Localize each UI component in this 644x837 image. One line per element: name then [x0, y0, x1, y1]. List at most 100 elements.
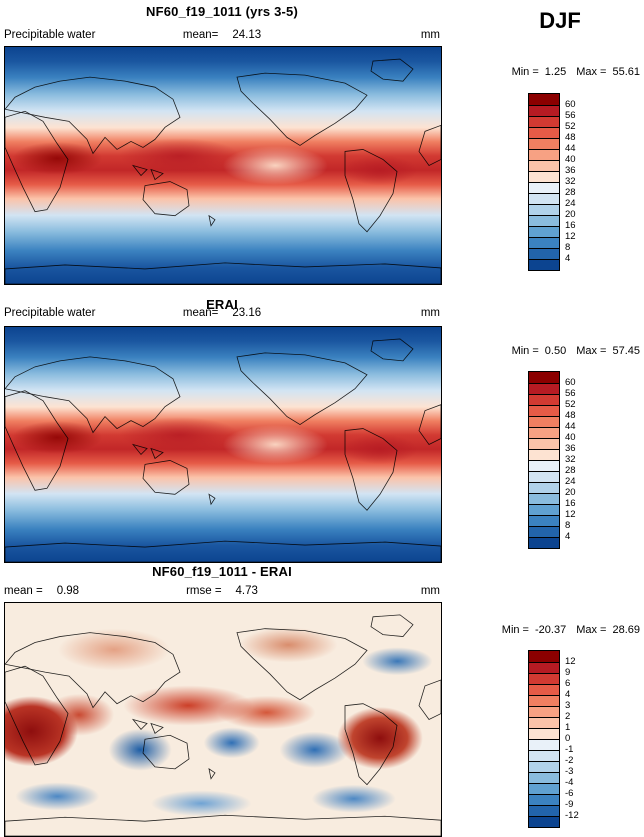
min-label: Min = — [501, 624, 529, 636]
colorbar-segment — [529, 783, 559, 794]
colorbar-segment — [529, 515, 559, 526]
colorbar-tick-label: 9 — [565, 667, 571, 678]
map-precipitable-water-model — [4, 46, 442, 285]
min-label: Min = — [511, 345, 539, 357]
panel1-mean: mean= 24.13 — [4, 29, 440, 41]
colorbar-tick-label: 32 — [565, 176, 576, 187]
mean-value: 0.98 — [56, 585, 80, 597]
colorbar-tick-label: 36 — [565, 165, 576, 176]
colorbar-segment — [529, 116, 559, 127]
colorbar-segment — [529, 460, 559, 471]
colorbar-tick-label: -3 — [565, 766, 574, 777]
colorbar-panel1: 60 56 52 48 44 40 36 32 28 24 20 16 12 8 4 — [528, 93, 608, 271]
colorbar-segment — [529, 259, 559, 270]
colorbar-segment — [529, 372, 559, 383]
colorbar-tick-label: -1 — [565, 744, 574, 755]
colorbar-tick-label: 16 — [565, 498, 576, 509]
colorbar-segment — [529, 160, 559, 171]
colorbar-tick-label: 2 — [565, 711, 571, 722]
colorbar-tick-label: -4 — [565, 777, 574, 788]
colorbar-segment — [529, 193, 559, 204]
panel3-stats: Min = -20.37 Max = 28.69 — [455, 624, 640, 636]
colorbar-tick-label: 28 — [565, 187, 576, 198]
panel1-stats: Min = 1.25 Max = 55.61 — [455, 66, 640, 78]
colorbar-tick-label: 6 — [565, 678, 571, 689]
colorbar-tick-label: -6 — [565, 788, 574, 799]
colorbar-tick-label: 24 — [565, 198, 576, 209]
colorbar-tick-label: 44 — [565, 143, 576, 154]
panel2-title: ERAI — [206, 297, 238, 312]
colorbar-segment — [529, 805, 559, 816]
min-value: 1.25 — [544, 66, 567, 78]
colorbar-segment — [529, 816, 559, 827]
mean-value: 24.13 — [232, 29, 262, 41]
colorbar-tick-label: 4 — [565, 253, 571, 264]
colorbar-tick-label: 32 — [565, 454, 576, 465]
colorbar-segment — [529, 383, 559, 394]
max-label: Max = — [576, 345, 607, 357]
colorbar-tick-label: 40 — [565, 154, 576, 165]
colorbar-segment — [529, 471, 559, 482]
colorbar-tick-label: 60 — [565, 377, 576, 388]
colorbar-tick-label: 28 — [565, 465, 576, 476]
colorbar — [528, 93, 560, 271]
panel3-rmse: rmse = 4.73 — [4, 585, 440, 597]
colorbar-segment — [529, 204, 559, 215]
colorbar-segment — [529, 416, 559, 427]
colorbar-tick-label: -12 — [565, 810, 579, 821]
colorbar-segment — [529, 662, 559, 673]
colorbar-segment — [529, 171, 559, 182]
rmse-label: rmse = — [186, 585, 222, 597]
colorbar-segment — [529, 248, 559, 259]
colorbar-segment — [529, 684, 559, 695]
colorbar-segment — [529, 94, 559, 105]
colorbar-segment — [529, 449, 559, 460]
season-label: DJF — [539, 8, 581, 33]
panel1-field-label: Precipitable water — [4, 29, 96, 41]
colorbar-segment — [529, 717, 559, 728]
colorbar-tick-label: 12 — [565, 509, 576, 520]
colorbar-tick-label: 16 — [565, 220, 576, 231]
colorbar-tick-label: 60 — [565, 99, 576, 110]
coastlines — [5, 614, 441, 836]
map-precipitable-water-erai — [4, 326, 442, 563]
colorbar-segment — [529, 438, 559, 449]
colorbar-segment — [529, 493, 559, 504]
colorbar-segment — [529, 750, 559, 761]
colorbar-tick-label: -9 — [565, 799, 574, 810]
panel3-mean: mean = 0.98 — [4, 585, 79, 597]
colorbar-segment — [529, 651, 559, 662]
panel2-stats: Min = 0.50 Max = 57.45 — [455, 345, 640, 357]
panel3-units: mm — [420, 585, 440, 597]
colorbar-tick-label: 40 — [565, 432, 576, 443]
colorbar-segment — [529, 138, 559, 149]
colorbar-segment — [529, 794, 559, 805]
panel2-units: mm — [420, 307, 440, 319]
panel1-title: NF60_f19_1011 (yrs 3-5) — [145, 4, 299, 19]
colorbar-tick-label: 52 — [565, 121, 576, 132]
mean-label: mean= — [182, 29, 219, 41]
colorbar-tick-label: 20 — [565, 487, 576, 498]
colorbar-segment — [529, 772, 559, 783]
colorbar-segment — [529, 405, 559, 416]
panel3-title: NF60_f19_1011 - ERAI — [152, 564, 292, 579]
colorbar-tick-label: 4 — [565, 531, 571, 542]
colorbar-segment — [529, 537, 559, 548]
panel2-mean: mean= 23.16 — [4, 307, 440, 319]
colorbar-segment — [529, 673, 559, 684]
map-difference-model-minus-erai — [4, 602, 442, 837]
mean-label: mean= — [182, 307, 219, 319]
colorbar-tick-label: 4 — [565, 689, 571, 700]
colorbar-tick-label: -2 — [565, 755, 574, 766]
panel1-units: mm — [420, 29, 440, 41]
colorbar-segment — [529, 427, 559, 438]
min-value: 0.50 — [544, 345, 567, 357]
coastlines — [5, 58, 441, 284]
colorbar-tick-label: 3 — [565, 700, 571, 711]
colorbar-tick-label: 48 — [565, 132, 576, 143]
colorbar-segment — [529, 706, 559, 717]
colorbar-tick-label: 52 — [565, 399, 576, 410]
colorbar-tick-label: 20 — [565, 209, 576, 220]
colorbar-tick-label: 8 — [565, 242, 571, 253]
max-label: Max = — [576, 624, 607, 636]
